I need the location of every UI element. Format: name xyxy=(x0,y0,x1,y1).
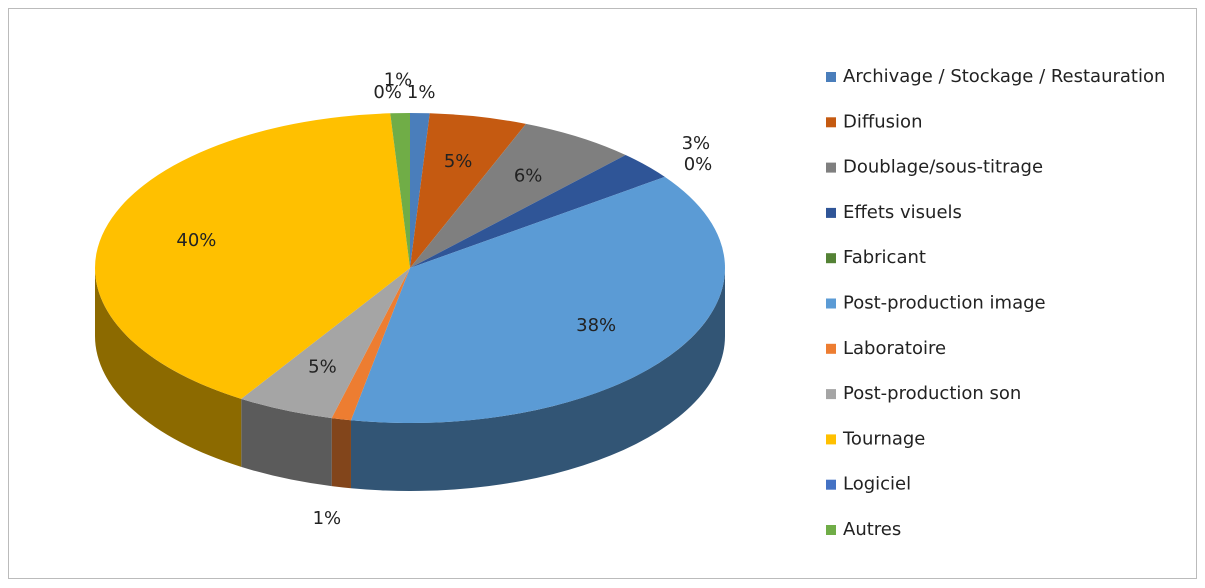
legend-label: Logiciel xyxy=(843,474,911,495)
legend-swatch xyxy=(826,343,836,354)
pie-slice xyxy=(390,113,410,268)
data-label: 3% xyxy=(682,133,711,154)
data-label: 1% xyxy=(407,82,436,103)
pie-side xyxy=(350,268,725,492)
legend-swatch xyxy=(826,434,836,445)
data-label: 40% xyxy=(176,230,216,251)
pie-slice xyxy=(241,268,410,419)
pie-side xyxy=(241,398,332,487)
legend-swatch xyxy=(826,162,836,173)
legend-swatch xyxy=(826,479,836,490)
pie-slice xyxy=(410,155,665,268)
data-label: 0% xyxy=(373,82,402,103)
data-label: 5% xyxy=(308,357,337,378)
legend-swatch xyxy=(826,117,836,128)
legend-label: Laboratoire xyxy=(843,338,946,359)
data-label: 38% xyxy=(576,315,616,336)
pie-slice xyxy=(350,176,725,423)
legend-swatch xyxy=(826,72,836,82)
legend-label: Post-production son xyxy=(843,383,1021,404)
pie-side xyxy=(331,418,351,489)
pie-slice xyxy=(410,113,526,269)
data-label: 5% xyxy=(444,151,473,172)
legend-label: Fabricant xyxy=(843,247,926,268)
data-label: 0% xyxy=(684,154,713,175)
pie-slice xyxy=(95,113,411,399)
pie-slice xyxy=(410,113,430,268)
legend-swatch xyxy=(826,525,836,535)
data-label: 1% xyxy=(313,508,342,529)
pie-side xyxy=(95,268,242,467)
legend-label: Effets visuels xyxy=(843,202,962,223)
data-label: 6% xyxy=(514,165,543,186)
pie-slice xyxy=(331,268,410,421)
legend-label: Tournage xyxy=(842,428,925,449)
legend-swatch xyxy=(826,298,836,309)
legend-label: Doublage/sous-titrage xyxy=(843,157,1043,178)
legend-label: Autres xyxy=(843,519,901,540)
data-label: 1% xyxy=(384,70,413,91)
legend-label: Post-production image xyxy=(843,293,1046,314)
legend-label: Diffusion xyxy=(843,111,922,132)
legend-swatch xyxy=(826,253,836,264)
legend-label: Archivage / Stockage / Restauration xyxy=(843,66,1165,87)
legend-swatch xyxy=(826,389,836,400)
pie-slice xyxy=(410,123,626,268)
legend-swatch xyxy=(826,207,836,218)
